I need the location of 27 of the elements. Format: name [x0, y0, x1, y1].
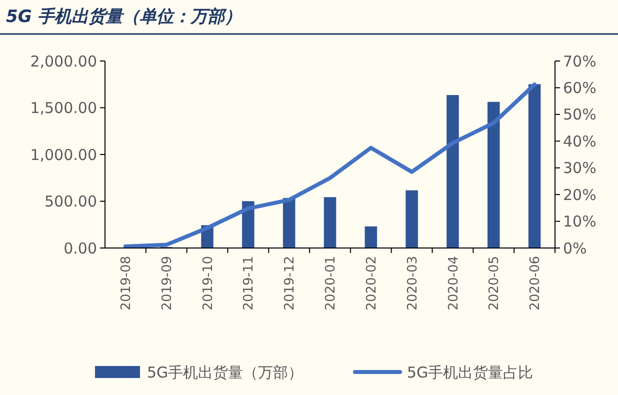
x-tick-label: 2020-06 [528, 256, 544, 310]
y2-tick-label: 0% [563, 239, 587, 258]
chart-title: 5G 手机出货量（单位：万部） [6, 7, 242, 27]
y2-tick-label: 30% [563, 159, 596, 178]
x-tick-label: 2019-08 [119, 256, 134, 310]
y2-tick-label: 20% [563, 186, 596, 204]
y2-tick-label: 40% [563, 132, 596, 150]
y-tick-label: 1,500.00 [30, 99, 97, 117]
y2-tick-label: 50% [563, 106, 596, 124]
x-tick-label: 2020-04 [446, 256, 462, 310]
y-tick-label: 500.00 [44, 192, 97, 210]
x-tick-label: 2019-12 [282, 256, 298, 310]
x-tick-label: 2020-02 [364, 256, 380, 310]
x-tick-label: 2019-09 [160, 256, 175, 310]
y2-tick-label: 70% [563, 52, 596, 70]
x-tick-label: 2020-01 [324, 256, 339, 310]
y2-tick-label: 60% [563, 78, 596, 97]
y-tick-label: 1,000.00 [30, 146, 97, 164]
x-tick-label: 2019-10 [200, 256, 216, 310]
y2-tick-label: 10% [563, 212, 596, 231]
legend-label: 5G手机出货量占比 [407, 363, 534, 382]
x-tick-label: 2019-11 [242, 256, 257, 310]
y-tick-label: 2,000.00 [30, 52, 97, 70]
legend-label: 5G手机出货量（万部） [147, 363, 304, 382]
x-tick-label: 2020-03 [405, 256, 420, 310]
y-tick-label: 0.00 [64, 239, 97, 258]
x-tick-label: 2020-05 [487, 256, 502, 310]
